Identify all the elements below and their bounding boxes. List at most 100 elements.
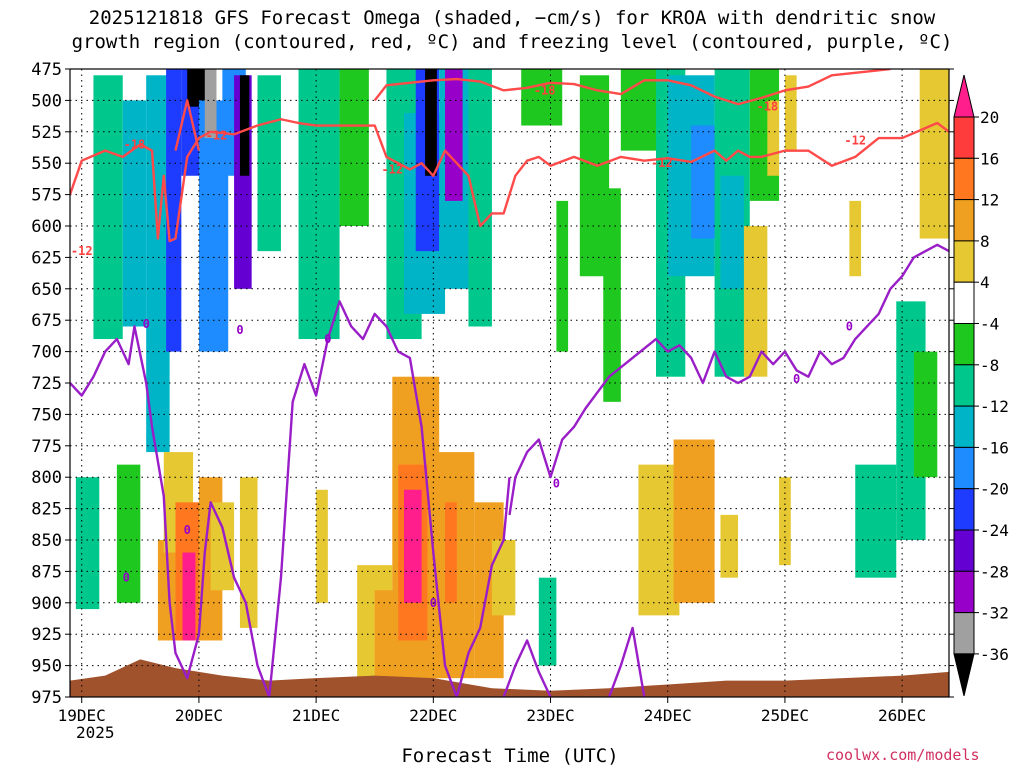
omega-cell <box>468 69 492 327</box>
colorbar-tick-label: 12 <box>980 191 999 210</box>
y-tick-label: 675 <box>31 311 62 331</box>
colorbar-tick-label: -12 <box>980 397 1009 416</box>
omega-cell <box>913 351 938 478</box>
omega-cell <box>146 75 170 453</box>
colorbar-segment <box>953 612 975 655</box>
contour-label: -18 <box>534 83 556 97</box>
colorbar-segment <box>953 405 975 448</box>
y-tick-label: 700 <box>31 343 62 363</box>
x-year-label: 2025 <box>76 723 115 742</box>
omega-cell <box>316 489 328 603</box>
omega-cell <box>298 69 340 340</box>
x-tick-label: 23DEC <box>526 706 574 725</box>
y-tick-label: 525 <box>31 123 62 143</box>
colorbar-tick-label: 20 <box>980 108 999 127</box>
snow-growth-contour <box>70 118 949 243</box>
contour-label: -12 <box>71 244 93 258</box>
colorbar-segment <box>953 570 975 614</box>
colorbar-tick-label: 16 <box>980 149 999 168</box>
omega-cell <box>75 477 100 610</box>
colorbar: 20 16 12 8 4 -4 -8 -12 -16 -20 -24 -28 -32 -36 <box>953 74 1009 697</box>
omega-cell <box>445 502 457 603</box>
colorbar-bottom-arrow <box>953 653 975 697</box>
contour-label: 0 <box>846 319 853 333</box>
contour-label: 0 <box>793 372 800 386</box>
x-tick-label: 19DEC <box>58 706 106 725</box>
contour-label: -18 <box>124 137 146 151</box>
terrain-layer <box>70 659 949 697</box>
y-tick-label: 500 <box>31 91 62 111</box>
y-tick-label: 750 <box>31 405 62 425</box>
y-tick-label: 900 <box>31 594 62 614</box>
x-axis-title: Forecast Time (UTC) <box>401 745 619 767</box>
contour-layer <box>70 69 949 697</box>
y-tick-label: 625 <box>31 248 62 268</box>
omega-cell <box>849 200 862 277</box>
contour-label: -18 <box>756 100 778 114</box>
y-tick-label: 550 <box>31 154 62 174</box>
omega-cell <box>491 540 516 616</box>
freezing-level-contour <box>508 243 949 516</box>
colorbar-top-arrow <box>953 74 975 118</box>
y-tick-label: 575 <box>31 186 62 206</box>
x-tick-label: 20DEC <box>175 706 223 725</box>
y-tick-label: 825 <box>31 500 62 520</box>
snow-growth-contour <box>373 69 891 106</box>
contour-label: 0 <box>236 323 243 337</box>
omega-cell <box>122 100 147 327</box>
colorbar-segment <box>953 364 975 407</box>
y-tick-label: 600 <box>31 217 62 237</box>
contour-label: -12 <box>651 156 673 170</box>
colorbar-segment <box>953 157 975 201</box>
omega-cell <box>521 69 563 126</box>
freezing-level-contour <box>502 639 552 697</box>
omega-cell <box>182 552 196 641</box>
y-axis: 475 500 525 550 575 600 625 650 675 700 725 750 775 8… <box>31 60 954 708</box>
chart-title-line1: 2025121818 GFS Forecast Omega (shaded, −… <box>88 7 936 29</box>
contour-label: 0 <box>430 596 437 610</box>
contour-label-layer: -12 -18 -12 -12 -18 -12 -18 -12 0 0 0 0 0 0 0 0 0 <box>71 83 866 609</box>
omega-cell <box>919 69 949 239</box>
y-tick-label: 800 <box>31 468 62 488</box>
x-tick-label: 22DEC <box>409 706 457 725</box>
x-tick-label: 26DEC <box>878 706 926 725</box>
colorbar-tick-label: -20 <box>980 480 1009 499</box>
y-tick-label: 875 <box>31 562 62 582</box>
colorbar-tick-label: 4 <box>980 273 990 292</box>
omega-cell <box>720 175 744 289</box>
terrain-fill <box>70 659 949 697</box>
omega-cell <box>767 100 780 176</box>
x-tick-label: 21DEC <box>292 706 340 725</box>
omega-cell <box>445 69 463 201</box>
chart-title: 2025121818 GFS Forecast Omega (shaded, −… <box>0 6 1024 54</box>
chart-title-line2: growth region (contoured, red, ºC) and f… <box>71 31 953 53</box>
colorbar-tick-label: -8 <box>980 356 999 375</box>
credit-text: coolwx.com/models <box>826 746 980 764</box>
y-tick-label: 925 <box>31 625 62 645</box>
omega-cell <box>93 75 123 340</box>
omega-cell <box>556 200 569 352</box>
x-axis: 2025 19DEC 20DEC 21DEC 22DEC 23DEC 24DEC 25DEC… <box>58 697 926 742</box>
y-tick-label: 775 <box>31 437 62 457</box>
colorbar-tick-label: -36 <box>980 645 1009 664</box>
y-tick-label: 725 <box>31 374 62 394</box>
omega-cell <box>210 502 235 591</box>
x-tick-label: 24DEC <box>644 706 692 725</box>
contour-label: 0 <box>184 523 191 537</box>
omega-cell <box>116 464 141 603</box>
omega-cell <box>784 75 797 151</box>
colorbar-segment <box>953 240 975 283</box>
omega-cell <box>239 75 250 176</box>
omega-cell <box>603 188 621 402</box>
colorbar-tick-label: -16 <box>980 438 1009 457</box>
omega-cell <box>743 226 768 377</box>
contour-label: 0 <box>123 571 130 585</box>
omega-cell <box>855 464 897 578</box>
omega-cell <box>339 69 369 226</box>
y-tick-label: 950 <box>31 657 62 677</box>
y-tick-label: 475 <box>31 60 62 80</box>
y-tick-label: 850 <box>31 531 62 551</box>
snow-growth-contour <box>174 99 201 151</box>
colorbar-segment <box>953 199 975 242</box>
